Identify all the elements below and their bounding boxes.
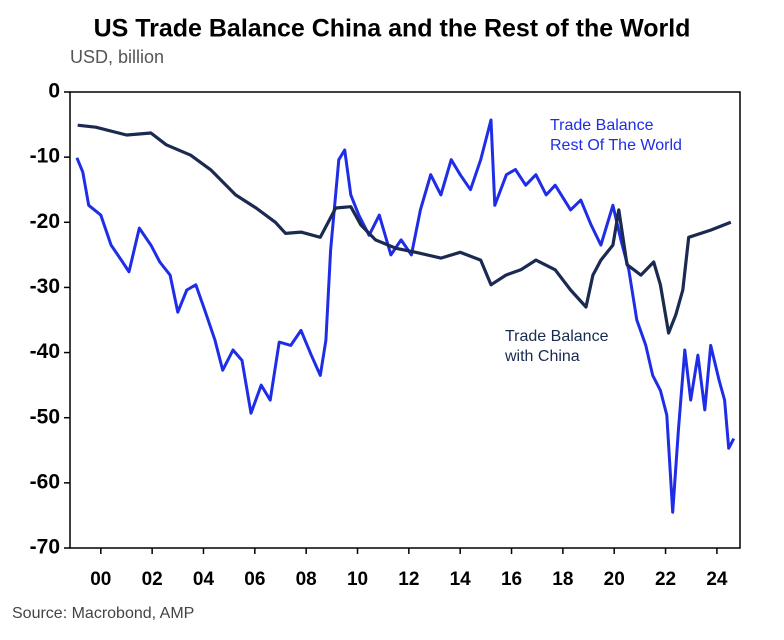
x-tick-label: 04 <box>193 569 215 590</box>
x-tick-label: 08 <box>296 569 317 590</box>
x-tick-label: 22 <box>655 569 676 590</box>
y-tick-label: -70 <box>30 536 60 559</box>
source: Source: Macrobond, AMP <box>12 605 194 622</box>
y-tick-label: -60 <box>30 470 60 493</box>
annotation: Trade Balance <box>505 328 609 345</box>
annotation: Trade Balance <box>550 117 654 134</box>
x-tick-label: 06 <box>244 569 265 590</box>
chart-title: US Trade Balance China and the Rest of t… <box>94 15 691 43</box>
subtitle: USD, billion <box>70 47 164 67</box>
y-tick-label: -10 <box>30 145 60 168</box>
series-line <box>77 123 732 335</box>
y-tick-label: 0 <box>48 80 60 103</box>
x-tick-label: 16 <box>501 569 522 590</box>
x-tick-label: 18 <box>552 569 573 590</box>
y-tick-label: -30 <box>30 275 60 298</box>
x-tick-label: 12 <box>398 569 419 590</box>
x-tick-label: 00 <box>90 569 111 590</box>
y-tick-label: -20 <box>30 210 60 233</box>
x-tick-label: 20 <box>604 569 625 590</box>
series-line <box>75 118 736 514</box>
y-tick-label: -50 <box>30 405 60 428</box>
plot-frame <box>69 91 741 549</box>
y-tick-label: -40 <box>30 340 60 363</box>
annotation: Rest Of The World <box>550 137 682 154</box>
x-tick-label: 02 <box>142 569 163 590</box>
annotation: with China <box>504 348 580 365</box>
x-tick-label: 24 <box>706 569 728 590</box>
x-tick-label: 10 <box>347 569 368 590</box>
x-tick-label: 14 <box>450 569 472 590</box>
